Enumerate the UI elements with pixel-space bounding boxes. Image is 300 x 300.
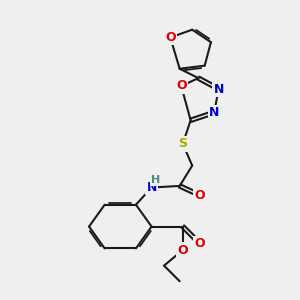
Text: O: O [195, 237, 205, 250]
Text: O: O [178, 244, 188, 256]
Text: N: N [146, 181, 157, 194]
Text: N: N [214, 82, 224, 96]
Text: H: H [151, 175, 160, 185]
Text: S: S [178, 137, 187, 150]
Text: O: O [165, 31, 175, 44]
Text: O: O [176, 80, 187, 92]
Text: N: N [209, 106, 219, 119]
Text: O: O [195, 189, 205, 202]
